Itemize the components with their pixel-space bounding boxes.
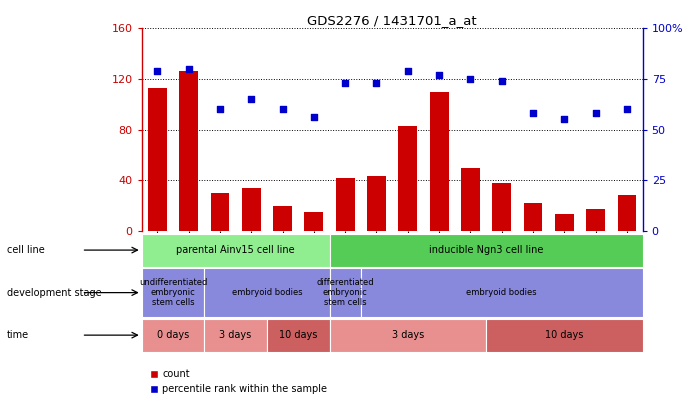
Text: 3 days: 3 days — [220, 330, 252, 340]
Bar — [430, 92, 448, 231]
Text: 10 days: 10 days — [545, 330, 583, 340]
Bar — [361, 269, 643, 317]
Point — [433, 72, 444, 78]
Bar — [330, 234, 643, 266]
Text: 0 days: 0 days — [157, 330, 189, 340]
Point — [214, 106, 225, 113]
Text: cell line: cell line — [7, 245, 45, 255]
Text: embryoid bodies: embryoid bodies — [231, 288, 302, 297]
Point — [308, 114, 319, 121]
Point — [246, 96, 257, 102]
Point — [496, 78, 507, 84]
Point — [402, 68, 413, 74]
Text: undifferentiated
embryonic
stem cells: undifferentiated embryonic stem cells — [139, 278, 207, 307]
Bar — [486, 319, 643, 352]
Bar — [399, 126, 417, 231]
Text: differentiated
embryonic
stem cells: differentiated embryonic stem cells — [316, 278, 374, 307]
Point — [371, 80, 382, 86]
Bar — [492, 183, 511, 231]
Bar — [273, 205, 292, 231]
Point — [465, 76, 476, 82]
Bar — [142, 319, 205, 352]
Bar — [330, 269, 361, 317]
Text: embryoid bodies: embryoid bodies — [466, 288, 537, 297]
Bar — [179, 71, 198, 231]
Point — [621, 106, 632, 113]
Bar — [142, 269, 205, 317]
Bar — [336, 178, 354, 231]
Title: GDS2276 / 1431701_a_at: GDS2276 / 1431701_a_at — [307, 14, 477, 27]
Bar — [148, 88, 167, 231]
Point — [590, 110, 601, 117]
Bar — [367, 177, 386, 231]
Legend: count, percentile rank within the sample: count, percentile rank within the sample — [146, 365, 331, 398]
Bar — [330, 319, 486, 352]
Bar — [618, 195, 636, 231]
Bar — [267, 319, 330, 352]
Bar — [205, 269, 330, 317]
Bar — [142, 234, 330, 266]
Bar — [461, 168, 480, 231]
Bar — [586, 209, 605, 231]
Text: 3 days: 3 days — [392, 330, 424, 340]
Bar — [305, 212, 323, 231]
Text: inducible Ngn3 cell line: inducible Ngn3 cell line — [429, 245, 543, 255]
Bar — [524, 203, 542, 231]
Bar — [242, 188, 261, 231]
Point — [277, 106, 288, 113]
Point — [183, 66, 194, 72]
Text: parental Ainv15 cell line: parental Ainv15 cell line — [176, 245, 295, 255]
Bar — [211, 193, 229, 231]
Point — [559, 116, 570, 123]
Bar — [555, 214, 574, 231]
Text: time: time — [7, 330, 29, 340]
Point — [527, 110, 538, 117]
Point — [340, 80, 351, 86]
Bar — [205, 319, 267, 352]
Point — [152, 68, 163, 74]
Text: 10 days: 10 days — [279, 330, 317, 340]
Text: development stage: development stage — [7, 288, 102, 298]
